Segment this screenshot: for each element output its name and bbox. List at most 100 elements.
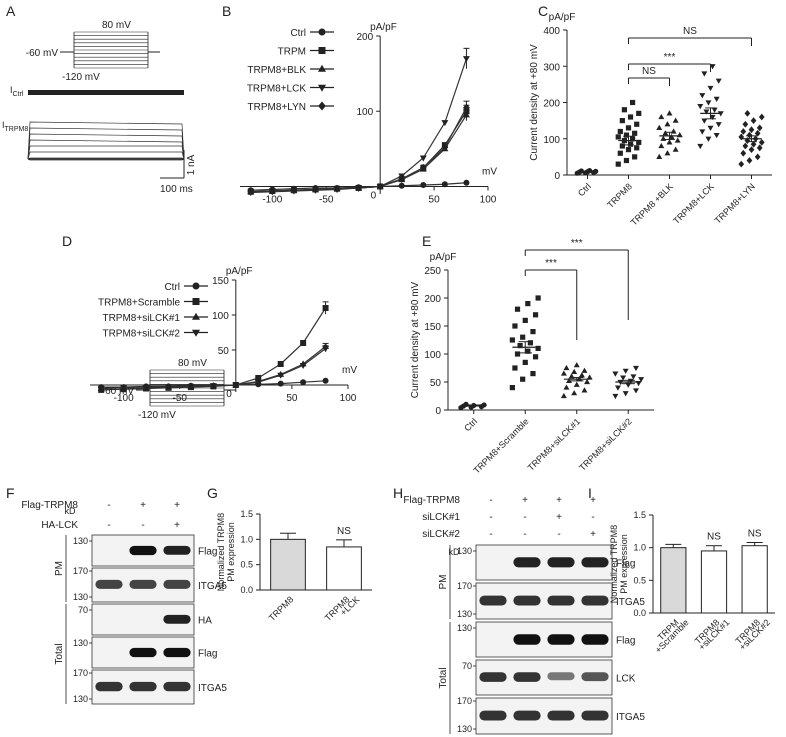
E-data-point [512,365,518,371]
H-marker-label: 130 [457,609,472,619]
A-trpm8-trace [27,133,185,160]
E-category-label: Ctrl [462,416,479,433]
B-legend-marker [317,64,327,72]
C-data-point [713,96,720,102]
C-data-point [742,120,749,128]
C-data-point [662,130,669,136]
C-data-point [672,117,679,123]
H-condition-mark: - [557,529,560,540]
F-band [95,681,123,692]
E-unit-label: pA/pF [430,252,457,263]
C-data-point [593,168,599,174]
G-bar [326,546,362,591]
F-blot-label: ITGA5 [198,581,227,592]
panel-label-B: B [222,3,231,19]
B-x-axis-label: mV [482,166,497,177]
B-series-line [250,110,467,193]
A-protocol-top-label: 80 mV [102,20,131,31]
B-data-point [355,184,362,192]
panel-label-C: C [538,3,548,19]
F-marker-label: 170 [73,668,88,678]
C-data-point [740,149,747,157]
C-data-point [670,128,677,134]
A-trpm8-trace [27,139,185,160]
B-data-point [441,181,448,188]
C-data-point [615,134,621,140]
panel-label-G: G [207,485,218,501]
B-legend-label: TRPM8+BLK [247,65,306,76]
E-significance-label: *** [571,238,583,249]
D-x-tick-label: 50 [286,393,298,404]
F-marker-label: 70 [78,605,88,615]
E-data-point [532,354,539,360]
B-x-tick-label: -100 [262,194,282,205]
C-data-point [666,110,673,116]
F-band [129,579,157,589]
C-data-point [697,143,704,150]
B-legend-label: TRPM8+LYN [248,102,306,113]
F-condition-label: Flag-TRPM8 [21,500,78,511]
C-data-point [709,64,716,70]
C-data-point [742,142,749,150]
C-category-label: TRPM8 +BLK [629,181,675,227]
E-data-point [509,385,515,391]
H-condition-label: siLCK#1 [422,512,460,523]
E-data-point [509,337,515,343]
B-y-tick-label: 100 [356,107,373,118]
A-protocol-bottom-label: -120 mV [62,72,100,83]
C-data-point [658,113,665,120]
D-protocol-bottom-label: -120 mV [138,410,176,421]
C-data-point [715,122,722,128]
I-y-axis-label-2: PM expression [619,534,629,594]
H-marker-label: 170 [457,696,472,706]
B-data-point [463,179,470,186]
E-data-point [571,368,578,374]
F-marker-label: 130 [73,592,88,602]
I-bar [700,550,728,614]
C-y-tick-label: 400 [543,26,560,37]
H-band [581,595,609,606]
H-marker-label: 70 [462,661,472,671]
E-data-point [563,364,570,371]
F-band [129,647,157,658]
C-data-point [656,153,663,159]
F-band [129,681,157,692]
H-condition-mark: - [523,529,526,540]
H-band [581,634,609,645]
A-trpm8-trace [27,145,185,160]
H-condition-mark: - [489,529,492,540]
E-data-point [573,381,580,387]
C-unit-label: pA/pF [549,12,576,23]
C-data-point [705,136,712,142]
D-legend-marker [191,329,201,337]
E-data-point [630,374,637,380]
I-y-tick-label: 1.0 [633,543,646,553]
D-legend-label: TRPM8+Scramble [98,298,180,309]
H-condition-mark: + [556,512,562,523]
D-data-point [277,372,285,379]
A-itrpm8-label: ITRPM8 [2,120,28,133]
F-band [163,545,191,555]
H-condition-mark: - [489,495,492,506]
B-series-line [250,58,468,194]
C-data-point [664,150,671,156]
F-marker-label: 130 [73,536,88,546]
H-condition-mark: + [522,495,528,506]
A-ictrl-sub: Ctrl [13,91,24,98]
H-condition-mark: + [590,529,596,540]
C-data-point [674,137,681,143]
H-band [513,710,541,721]
B-data-point [419,155,427,162]
C-data-point [738,160,745,168]
E-data-point [566,377,573,383]
E-y-tick-label: 150 [424,322,441,333]
F-band [163,614,191,624]
H-blot-label: ITGA5 [616,597,645,608]
E-data-point [586,374,593,380]
B-data-point [247,187,255,196]
D-data-point [142,385,150,392]
H-condition-label: Flag-TRPM8 [403,495,460,506]
B-data-point [441,143,449,152]
panel-label-F: F [6,485,15,501]
C-data-point [699,93,706,99]
